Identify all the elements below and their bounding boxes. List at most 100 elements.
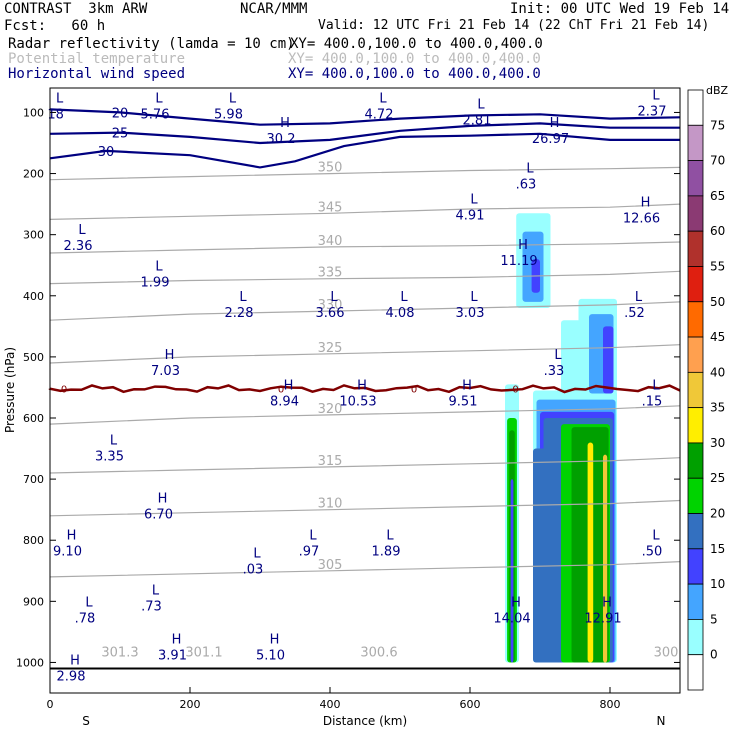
extremum-low-mark: L — [253, 547, 261, 562]
wind-contour-label: 20 — [112, 106, 129, 121]
extremum-low-mark: L — [239, 290, 247, 305]
surface-theta-label: 301.1 — [185, 645, 222, 660]
wind-contour-label: 25 — [112, 127, 129, 142]
extremum-value: 12.91 — [584, 612, 621, 627]
extremum-value: 5.76 — [141, 107, 170, 122]
colorbar-level-label: 15 — [710, 542, 725, 556]
y-tick-label: 400 — [23, 290, 44, 303]
header-model: CONTRAST 3km ARW — [4, 1, 148, 17]
extremum-value: 2.36 — [64, 239, 93, 254]
extremum-value: 2.28 — [225, 306, 254, 321]
theta-layer: 350 345 340 335 330 325 320 315 310 305 — [49, 161, 681, 578]
extremum-high-mark: H — [280, 116, 290, 131]
extremum-low-mark: L — [652, 379, 660, 394]
extremum-low-mark: L — [386, 528, 394, 543]
wind-contour — [49, 122, 680, 145]
theta-contour — [49, 166, 681, 181]
extremum-value: 3.91 — [158, 648, 187, 663]
reflectivity-layer — [505, 213, 617, 663]
y-tick-label: 100 — [23, 106, 44, 119]
extremum-value: .15 — [642, 395, 663, 410]
field1-xy: XY= 400.0,100.0 to 400.0,400.0 — [290, 36, 543, 52]
x-end-label-left: S — [82, 714, 90, 728]
theta-contour-label: 310 — [318, 497, 343, 512]
theta-contour — [49, 457, 681, 474]
theta-contour-label: 345 — [318, 200, 343, 215]
extremum-value: 2.98 — [57, 670, 86, 685]
colorbar-level-label: 60 — [710, 224, 725, 238]
y-tick-label: 700 — [23, 473, 44, 486]
extremum-low-mark: L — [56, 91, 64, 106]
theta-contour — [49, 499, 681, 517]
extremum-value: 5.10 — [256, 648, 285, 663]
wind-contour — [49, 108, 681, 126]
extremum-low-mark: L — [155, 260, 163, 275]
colorbar-swatch — [687, 548, 704, 585]
extremum-value: 12.66 — [623, 211, 660, 226]
reflectivity-cell — [603, 454, 608, 663]
theta-contour — [49, 344, 681, 364]
extremum-low-mark: L — [635, 290, 643, 305]
extremum-low-mark: L — [477, 98, 485, 113]
extremum-low-mark: L — [78, 223, 86, 238]
surface-theta-label: 300 — [654, 645, 679, 660]
extremum-low-mark: L — [470, 290, 478, 305]
extremum-value: 4.08 — [386, 306, 415, 321]
extremum-high-mark: H — [357, 379, 367, 394]
colorbar-level-label: 55 — [710, 259, 725, 273]
y-axis-label: Pressure (hPa) — [3, 347, 17, 433]
extremum-value: 10.53 — [339, 395, 376, 410]
extremum-low-mark: L — [110, 434, 118, 449]
extremum-high-mark: H — [641, 195, 651, 210]
colorbar-swatch — [687, 654, 704, 691]
colorbar-swatch — [687, 160, 704, 197]
extremum-low-mark: L — [229, 91, 237, 106]
theta-contour-label: 305 — [318, 558, 343, 573]
extremum-high-mark: H — [172, 632, 182, 647]
extremum-value: .52 — [624, 306, 645, 321]
extremum-value: 7.03 — [151, 364, 180, 379]
colorbar-level-label: 65 — [710, 189, 725, 203]
header-fcst: Fcst: 60 h — [4, 18, 106, 34]
colorbar-swatch — [687, 371, 704, 409]
colorbar-swatch — [687, 301, 704, 338]
colorbar-level-label: 70 — [710, 154, 725, 168]
colorbar-swatch — [687, 442, 704, 479]
colorbar-swatch — [687, 336, 704, 373]
freezing-level-label: 0 — [278, 385, 284, 396]
extremum-high-mark: H — [518, 238, 528, 253]
extremum-value: 3.03 — [456, 306, 485, 321]
extremum-value: 2.37 — [638, 104, 667, 119]
extrema-layer: L18L5.76L5.98L4.72L2.81H30.2H26.97L2.37L… — [47, 88, 678, 684]
y-tick-label: 600 — [23, 412, 44, 425]
theta-contour-label: 340 — [318, 234, 343, 249]
colorbar-level-label: 25 — [710, 471, 725, 485]
extremum-low-mark: L — [652, 528, 660, 543]
extremum-value: 3.35 — [95, 450, 124, 465]
extremum-value: 4.72 — [365, 107, 394, 122]
wind-layer: 20 25 30 — [49, 106, 681, 169]
theta-contour — [49, 561, 681, 578]
header-org: NCAR/MMM — [240, 1, 308, 17]
theta-contour-label: 335 — [318, 266, 343, 281]
header-init: Init: 00 UTC Wed 19 Feb 14 — [510, 1, 730, 17]
surface-theta-label: 300.6 — [360, 645, 397, 660]
reflectivity-cell — [510, 479, 514, 663]
extremum-low-mark: L — [470, 192, 478, 207]
extremum-value: 8.94 — [270, 395, 299, 410]
field2-xy: XY= 400.0,100.0 to 400.0,400.0 — [288, 51, 541, 67]
extremum-low-mark: L — [652, 88, 660, 103]
x-tick-label: 0 — [47, 698, 54, 711]
field1-name: Radar reflectivity (lamda = 10 cm) — [8, 36, 295, 52]
colorbar-swatch — [687, 513, 704, 550]
freezing-level-layer: 0 0 0 0 — [48, 384, 681, 396]
theta-contour-label: 325 — [318, 341, 343, 356]
extremum-value: .73 — [141, 599, 162, 614]
theta-contour — [49, 405, 681, 425]
surface-theta-label: 301.3 — [101, 645, 138, 660]
field3-name: Horizontal wind speed — [8, 66, 186, 82]
extremum-value: 18 — [47, 107, 64, 122]
extremum-low-mark: L — [554, 348, 562, 363]
extremum-value: 11.19 — [500, 254, 537, 269]
extremum-value: 30.2 — [267, 132, 296, 147]
